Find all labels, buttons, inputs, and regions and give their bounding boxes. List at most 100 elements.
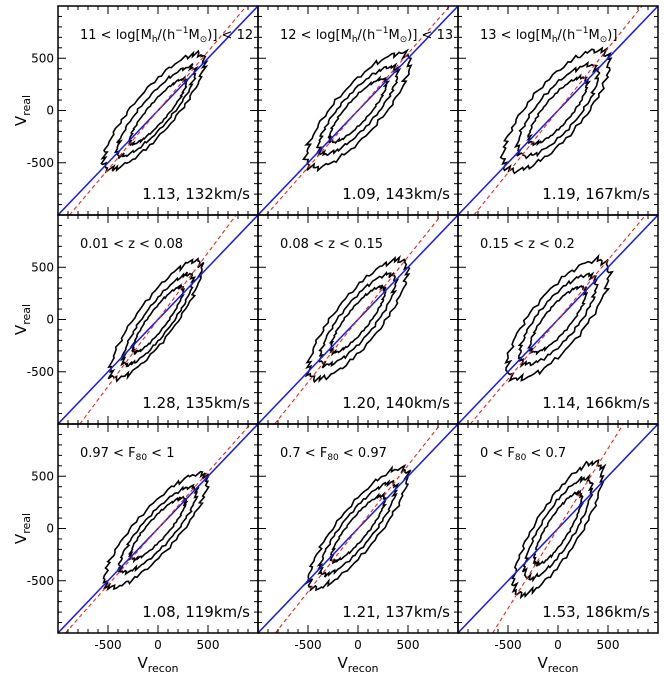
panel-label-part: 80: [327, 453, 339, 463]
contour-level-2: [316, 479, 400, 578]
contour-level-1: [107, 257, 205, 383]
contour-level-3: [526, 73, 592, 147]
best-fit-line: [79, 215, 237, 424]
y-axis-label-main: V: [12, 115, 30, 126]
panel-label-part: 12 < log[M: [280, 28, 352, 43]
panel-label-part: /(h: [158, 28, 176, 43]
contour-level-1: [510, 458, 607, 600]
panel-label-part: h: [552, 35, 558, 45]
panel-label-part: ⊙: [600, 35, 608, 45]
panel-label-part: 0.97 < F: [80, 446, 136, 461]
contour-level-3: [526, 284, 589, 356]
y-tick-label: -500: [27, 156, 54, 170]
one-to-one-line: [58, 215, 258, 424]
panel-stats: 1.14, 166km/s: [542, 394, 650, 412]
panel-stats: 1.19, 167km/s: [542, 185, 650, 203]
x-tick-label: 500: [397, 638, 420, 652]
best-fit-line: [69, 6, 247, 215]
best-fit-line: [265, 6, 451, 215]
panel: 13 < log[Mh/(h−1M⊙)] 1.19, 167km/s: [457, 5, 659, 216]
panel-label: 11 < log[Mh/(h−1M⊙)] < 12: [80, 26, 253, 45]
panel-stats: 1.53, 186km/s: [542, 603, 650, 621]
panel-plot-area: [258, 424, 458, 633]
x-axis-label-sub: recon: [548, 662, 579, 675]
panel-label: 0.15 < z < 0.2: [480, 237, 575, 252]
y-tick-label: -500: [27, 365, 54, 379]
y-tick-label: 500: [31, 469, 54, 483]
panel-label: 13 < log[Mh/(h−1M⊙)]: [480, 26, 617, 45]
x-axis-label: Vrecon: [537, 654, 578, 675]
panel-label-part: )]: [607, 28, 617, 43]
panel-plot-area: [58, 215, 258, 424]
panel-plot-area: [258, 6, 458, 215]
panel-label-part: 80: [515, 453, 527, 463]
contour-level-3: [327, 75, 391, 144]
contour-level-2: [113, 63, 199, 160]
x-axis-labels: Vrecon Vrecon Vrecon: [137, 654, 578, 675]
panel-label-part: h: [352, 35, 358, 45]
best-fit-line: [64, 424, 252, 633]
y-tick-label: 0: [46, 313, 54, 327]
y-axis-label: Vreal: [12, 95, 33, 126]
panel-label-part: 0.7 < F: [280, 446, 327, 461]
x-tick-label: 0: [154, 638, 162, 652]
panel-plot-area: [458, 424, 658, 633]
panel: 0.01 < z < 0.08 1.28, 135km/s -500 0 500: [27, 214, 259, 425]
panel-label-part: 0 < F: [480, 446, 515, 461]
panel: 12 < log[Mh/(h−1M⊙)] < 13 1.09, 143km/s: [257, 5, 459, 216]
x-axis-label-main: V: [537, 654, 548, 672]
contour-level-1: [100, 49, 209, 174]
panel-label-part: < 0.7: [526, 446, 566, 461]
contour-level-1: [304, 255, 411, 384]
one-to-one-line: [58, 424, 258, 633]
panel-stats: 1.09, 143km/s: [342, 185, 450, 203]
panel-label-part: /(h: [358, 28, 376, 43]
panel: 0.08 < z < 0.15 1.20, 140km/s: [257, 214, 459, 425]
panel-label-part: h: [152, 35, 158, 45]
x-axis-label: Vrecon: [337, 654, 378, 675]
panel-label-part: /(h: [558, 28, 576, 43]
one-to-one-line: [458, 424, 658, 633]
panel: 0 < F80 < 0.7 1.53, 186km/s -500 0 500: [457, 423, 659, 652]
x-tick-label: -500: [294, 638, 321, 652]
x-tick-label: 0: [554, 638, 562, 652]
best-fit-line: [473, 6, 643, 215]
panel-label: 0 < F80 < 0.7: [480, 446, 566, 463]
panel: 0.97 < F80 < 1 1.08, 119km/s -500 0 500 -500 0…: [27, 423, 259, 652]
panel-stats: 1.13, 132km/s: [142, 185, 250, 203]
x-axis-label-sub: recon: [348, 662, 379, 675]
y-axis-label: Vreal: [12, 513, 33, 544]
panel-label-part: M: [189, 28, 200, 43]
panel-label-part: M: [389, 28, 400, 43]
panel-plot-area: [258, 215, 458, 424]
contour-level-2: [119, 271, 197, 368]
panel-label: 0.7 < F80 < 0.97: [280, 446, 387, 463]
contour-level-2: [513, 60, 601, 160]
contour-level-1: [102, 470, 210, 592]
contour-level-2: [517, 271, 599, 369]
x-axis-label-main: V: [337, 654, 348, 672]
panel: 0.7 < F80 < 0.97 1.21, 137km/s -500 0 500: [257, 423, 459, 652]
y-tick-label: 0: [46, 522, 54, 536]
contour-level-3: [127, 75, 189, 147]
best-fit-line: [469, 215, 647, 424]
x-axis-label-main: V: [137, 654, 148, 672]
contour-level-1: [504, 253, 614, 383]
x-tick-label: 500: [597, 638, 620, 652]
best-fit-line: [274, 424, 442, 633]
y-axis-label: Vreal: [12, 304, 33, 335]
panel-plot-area: [458, 6, 658, 215]
x-tick-label: -500: [94, 638, 121, 652]
panel-label-part: 0.08 < z < 0.15: [280, 237, 383, 252]
panel-label: 0.08 < z < 0.15: [280, 237, 383, 252]
panel-stats: 1.21, 137km/s: [342, 603, 450, 621]
panel-grid: 11 < log[Mh/(h−1M⊙)] < 12 1.13, 132km/s -5…: [27, 5, 659, 652]
best-fit-line: [274, 215, 442, 424]
panel-plot-area: [58, 6, 258, 215]
y-axis-label-sub: real: [20, 304, 33, 325]
panel-label-part: )] < 12: [207, 28, 253, 43]
y-tick-label: -500: [27, 574, 54, 588]
panel-label-part: 0.01 < z < 0.08: [80, 237, 183, 252]
panel-stats: 1.08, 119km/s: [142, 603, 250, 621]
